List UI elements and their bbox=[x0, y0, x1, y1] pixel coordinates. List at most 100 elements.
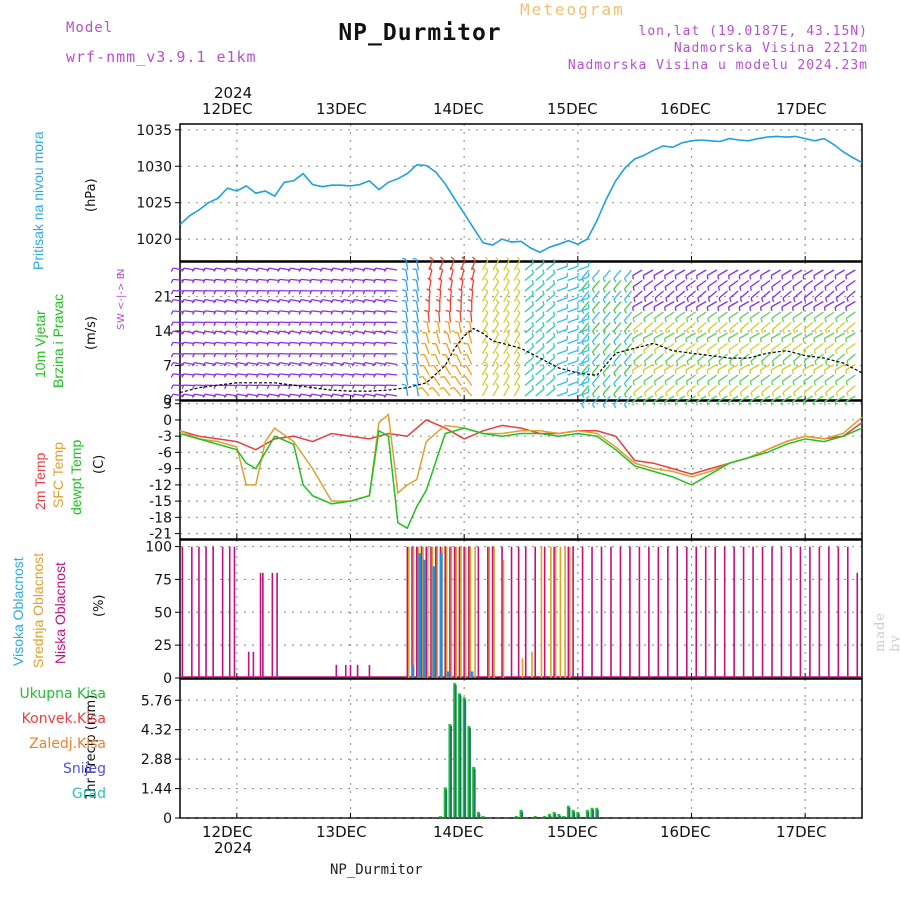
wind-barb bbox=[581, 364, 590, 374]
wind-barb bbox=[623, 290, 633, 300]
wind-barb bbox=[386, 298, 398, 303]
wind-barb bbox=[813, 332, 824, 340]
wind-barb-feather bbox=[802, 306, 805, 312]
wind-barb bbox=[697, 290, 707, 299]
wind-barb bbox=[470, 311, 473, 323]
wind-barb bbox=[592, 311, 601, 321]
wind-barb-feather bbox=[685, 286, 689, 291]
wind-barb bbox=[581, 353, 590, 363]
wind-barb-feather bbox=[287, 362, 291, 367]
wind-barb-feather bbox=[835, 349, 838, 354]
wind-barb-feather bbox=[531, 374, 535, 379]
wind-barb bbox=[623, 395, 633, 405]
y-tick-label: 0 bbox=[163, 811, 172, 827]
wind-barb-feather bbox=[484, 382, 489, 387]
wind-barb-feather bbox=[373, 267, 377, 272]
wind-barb-feather bbox=[623, 309, 627, 314]
wind-barb-feather bbox=[791, 369, 794, 375]
wind-barb bbox=[290, 278, 302, 282]
wind-barb-feather bbox=[728, 381, 731, 386]
wind-barb-feather bbox=[835, 329, 839, 334]
wind-barb-feather bbox=[665, 297, 668, 303]
wind-barb-feather bbox=[771, 318, 774, 323]
wind-barb-feather bbox=[695, 338, 698, 343]
wind-barb bbox=[581, 332, 590, 342]
bottom-day-0: 12DEC bbox=[202, 823, 253, 841]
wind-barb-feather bbox=[277, 373, 281, 378]
wind-barb-feather bbox=[484, 309, 489, 314]
wind-barb bbox=[623, 343, 633, 353]
wind-barb-feather bbox=[223, 267, 228, 272]
wind-barb-feather bbox=[717, 401, 720, 406]
wind-barb bbox=[814, 322, 824, 331]
wind-barb-feather bbox=[845, 338, 848, 343]
wind-barb bbox=[567, 391, 579, 397]
wind-barb-feather bbox=[727, 338, 730, 343]
wind-barb bbox=[513, 354, 521, 365]
wind-barb-feather bbox=[213, 310, 217, 315]
wind-barb-feather bbox=[717, 349, 721, 354]
wind-barb-feather bbox=[383, 373, 387, 378]
wind-barb-feather bbox=[506, 351, 510, 356]
wind-barb bbox=[665, 290, 675, 299]
wind-barb bbox=[415, 374, 420, 386]
wind-barb-feather bbox=[330, 362, 334, 367]
wind-barb-feather bbox=[383, 279, 387, 284]
wind-barb bbox=[423, 354, 430, 365]
wind-barb-feather bbox=[170, 373, 174, 378]
wind-barb bbox=[845, 300, 856, 308]
wind-barb-feather bbox=[781, 318, 784, 323]
wind-barb bbox=[707, 342, 718, 351]
wind-barb-feather bbox=[739, 318, 742, 323]
wind-barb bbox=[750, 385, 760, 394]
wind-barb-feather bbox=[718, 329, 721, 334]
wind-barb bbox=[813, 374, 824, 382]
wind-barb-feather bbox=[739, 286, 742, 291]
precip-bar bbox=[573, 811, 576, 818]
wind-barb-feather bbox=[846, 360, 849, 366]
wind-barb bbox=[567, 328, 579, 334]
wind-barb bbox=[750, 374, 760, 382]
wind-barb bbox=[386, 267, 398, 271]
wind-barb-feather bbox=[813, 338, 816, 343]
wind-barb bbox=[535, 272, 545, 281]
wind-barb-feather bbox=[298, 321, 302, 327]
wind-barb-feather bbox=[484, 277, 489, 282]
wind-barb-feather bbox=[814, 329, 817, 334]
wind-barb-feather bbox=[717, 286, 721, 291]
wind-barb-feather bbox=[642, 338, 645, 343]
wind-barb-feather bbox=[697, 329, 700, 334]
wind-barb bbox=[686, 322, 696, 331]
wind-barb bbox=[760, 269, 771, 277]
y-tick-label: 0 bbox=[163, 671, 172, 687]
wind-barb bbox=[427, 311, 430, 323]
wind-barb-feather bbox=[542, 311, 545, 316]
y-tick-label: 1035 bbox=[136, 123, 172, 139]
wind-barb-feather bbox=[373, 330, 377, 335]
wind-barb-feather bbox=[591, 362, 596, 367]
wind-barb bbox=[354, 373, 366, 376]
wind-barb-feather bbox=[495, 382, 500, 387]
wind-barb-feather bbox=[330, 279, 334, 284]
wind-barb bbox=[449, 290, 453, 302]
wind-barb bbox=[696, 269, 707, 277]
wind-barb bbox=[739, 322, 750, 331]
wind-barb bbox=[545, 335, 556, 344]
wind-barb-feather bbox=[814, 392, 817, 397]
wind-barb-feather bbox=[181, 373, 185, 378]
wind-barb-feather bbox=[542, 363, 545, 369]
y-tick-label: 50 bbox=[154, 605, 172, 621]
wind-barb-feather bbox=[245, 299, 249, 304]
bottom-day-2: 14DEC bbox=[433, 823, 484, 841]
wind-barb-feather bbox=[803, 360, 807, 366]
wind-barb-feather bbox=[341, 393, 345, 398]
wind-barb-feather bbox=[552, 342, 556, 348]
wind-barb bbox=[535, 377, 545, 386]
wind-barb-feather bbox=[495, 361, 500, 366]
wind-barb bbox=[375, 278, 387, 282]
wind-barb bbox=[322, 278, 334, 282]
wind-barb bbox=[556, 286, 568, 292]
wind-barb bbox=[793, 353, 803, 362]
wind-barb-feather bbox=[729, 392, 732, 397]
wind-barb-feather bbox=[330, 267, 334, 272]
